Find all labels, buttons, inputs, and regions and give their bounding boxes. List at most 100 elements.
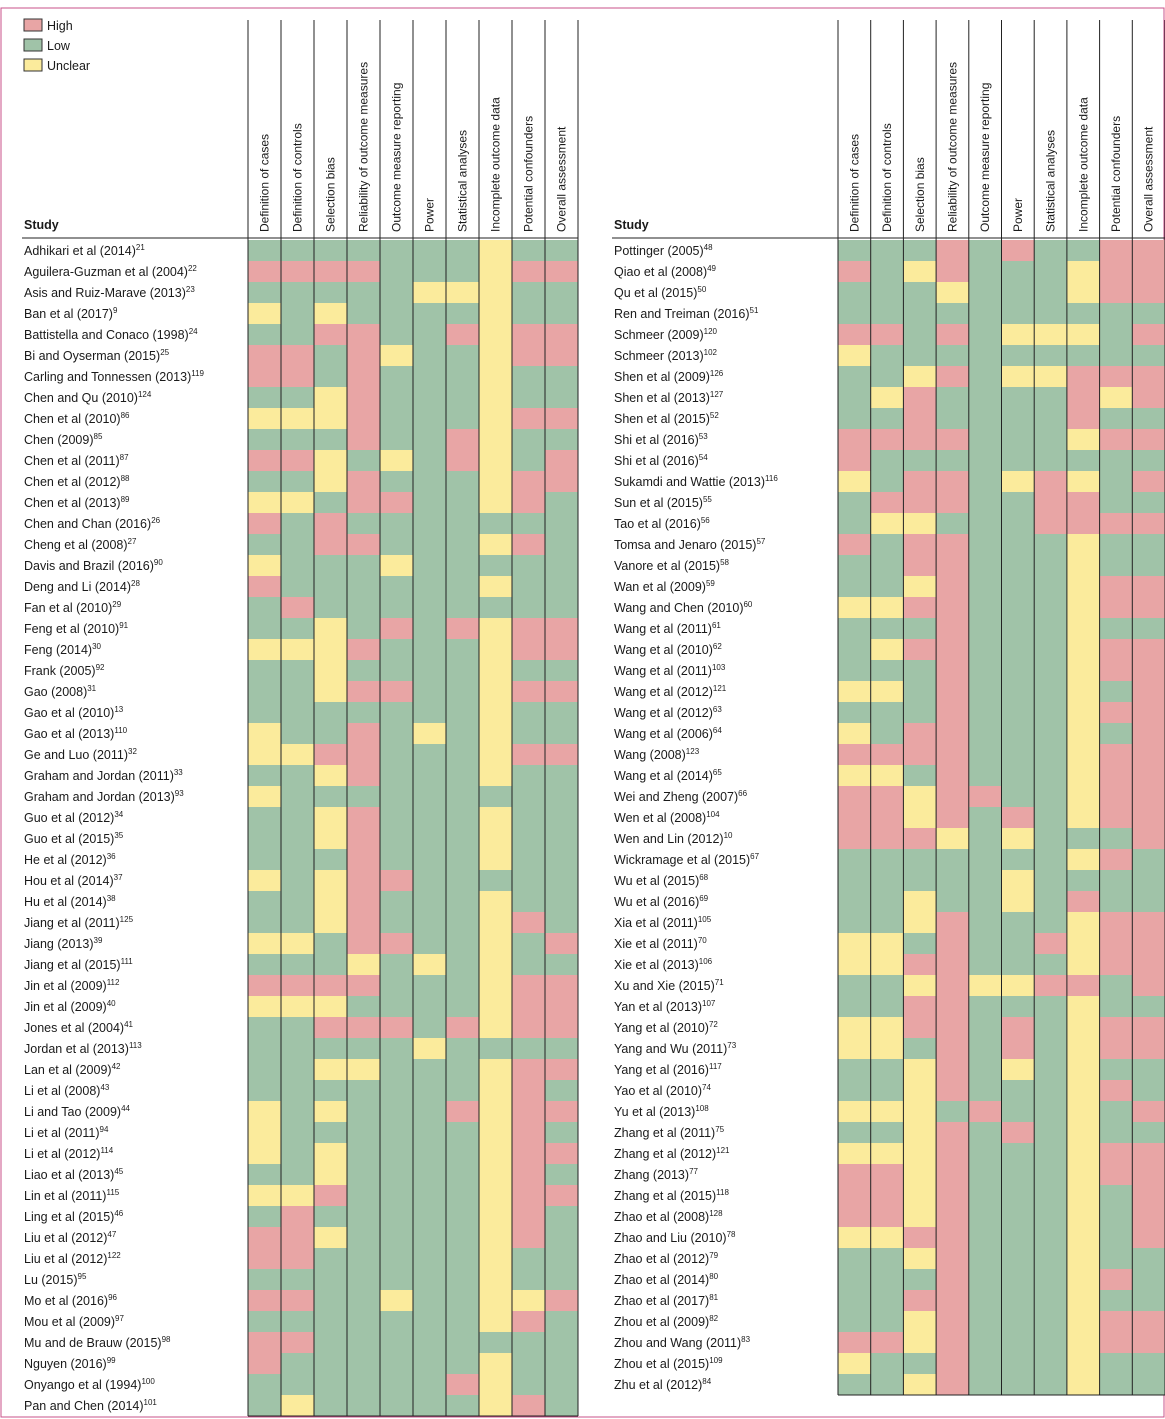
rating-cell <box>936 1164 969 1185</box>
rating-cell <box>1066 492 1100 513</box>
rating-cell <box>446 1353 479 1374</box>
rating-cell <box>545 660 578 681</box>
study-name: Wu et al (2016) <box>614 895 699 909</box>
rating-cell <box>479 786 512 807</box>
rating-cell <box>838 996 871 1017</box>
rating-cell <box>347 975 380 996</box>
rating-cell <box>1099 471 1133 492</box>
rating-cell <box>870 1227 904 1248</box>
rating-cell <box>446 870 479 891</box>
rating-cell <box>479 954 512 975</box>
rating-cell <box>968 408 1002 429</box>
rating-cell <box>314 933 347 954</box>
rating-cell <box>936 1353 969 1374</box>
study-name: Shen et al (2015) <box>614 412 710 426</box>
study-label: Xie et al (2011)70 <box>614 936 707 951</box>
study-label: Wang et al (2011)103 <box>614 663 726 678</box>
reference: 90 <box>154 558 163 567</box>
rating-cell <box>968 1374 1002 1395</box>
rating-cell <box>1066 261 1100 282</box>
rating-cell <box>1001 618 1035 639</box>
rating-cell <box>479 744 512 765</box>
reference: 119 <box>191 369 204 378</box>
rating-cell <box>1066 786 1100 807</box>
rating-cell <box>936 618 969 639</box>
rating-cell <box>248 891 281 912</box>
rating-cell <box>479 681 512 702</box>
rating-cell <box>545 1353 578 1374</box>
rating-cell <box>347 933 380 954</box>
study-label: Yan et al (2013)107 <box>614 999 716 1014</box>
rating-cell <box>512 513 545 534</box>
rating-cell <box>314 450 347 471</box>
study-label: Qu et al (2015)50 <box>614 285 707 300</box>
rating-cell <box>479 303 512 324</box>
study-name: Xie et al (2011) <box>614 937 698 951</box>
rating-cell <box>838 1290 871 1311</box>
rating-cell <box>314 408 347 429</box>
rating-cell <box>413 1374 446 1395</box>
rating-cell <box>1066 639 1100 660</box>
rating-cell <box>838 387 871 408</box>
rating-cell <box>1034 534 1067 555</box>
rating-cell <box>347 702 380 723</box>
rating-cell <box>512 1227 545 1248</box>
rating-cell <box>1099 1353 1133 1374</box>
study-label: Lan et al (2009)42 <box>24 1062 121 1077</box>
rating-cell <box>870 639 904 660</box>
rating-cell <box>413 1311 446 1332</box>
rating-cell <box>347 282 380 303</box>
rating-cell <box>479 891 512 912</box>
rating-cell <box>413 1269 446 1290</box>
study-label: Wang (2008)123 <box>614 747 700 762</box>
rating-cell <box>248 1017 281 1038</box>
rating-cell <box>1066 534 1100 555</box>
rating-cell <box>380 702 413 723</box>
rating-cell <box>314 912 347 933</box>
rating-cell <box>1066 996 1100 1017</box>
reference: 82 <box>709 1314 718 1323</box>
rating-cell <box>446 702 479 723</box>
rating-cell <box>380 639 413 660</box>
rating-cell <box>281 303 314 324</box>
rating-cell <box>903 1017 937 1038</box>
rating-cell <box>1132 1353 1165 1374</box>
study-label: Li et al (2012)114 <box>24 1146 114 1161</box>
rating-cell <box>1034 1227 1067 1248</box>
rating-cell <box>1001 660 1035 681</box>
study-label: Wang et al (2012)63 <box>614 705 722 720</box>
rating-cell <box>545 1227 578 1248</box>
rating-cell <box>446 618 479 639</box>
rating-cell <box>1066 1248 1100 1269</box>
rating-cell <box>479 1017 512 1038</box>
rating-cell <box>413 1038 446 1059</box>
rating-cell <box>380 1269 413 1290</box>
rating-cell <box>838 408 871 429</box>
rating-cell <box>1001 1374 1035 1395</box>
rating-cell <box>1066 450 1100 471</box>
reference: 27 <box>128 537 137 546</box>
rating-cell <box>1034 1311 1067 1332</box>
rating-cell <box>1066 975 1100 996</box>
rating-cell <box>1066 870 1100 891</box>
rating-cell <box>936 786 969 807</box>
rating-cell <box>903 1038 937 1059</box>
rating-cell <box>1034 891 1067 912</box>
rating-cell <box>380 786 413 807</box>
rating-cell <box>512 555 545 576</box>
study-name: Mou et al (2009) <box>24 1315 115 1329</box>
rating-cell <box>1034 1143 1067 1164</box>
rating-cell <box>1034 1248 1067 1269</box>
rating-cell <box>1066 387 1100 408</box>
study-label: Wang et al (2010)62 <box>614 642 722 657</box>
study-label: Chen et al (2010)86 <box>24 411 130 426</box>
reference: 121 <box>716 1146 730 1155</box>
rating-cell <box>347 1395 380 1416</box>
rating-cell <box>870 366 904 387</box>
study-name: Graham and Jordan (2013) <box>24 790 175 804</box>
rating-cell <box>1034 702 1067 723</box>
rating-cell <box>1034 513 1067 534</box>
study-name: Gao et al (2010) <box>24 706 114 720</box>
rating-cell <box>446 849 479 870</box>
rating-cell <box>479 1311 512 1332</box>
